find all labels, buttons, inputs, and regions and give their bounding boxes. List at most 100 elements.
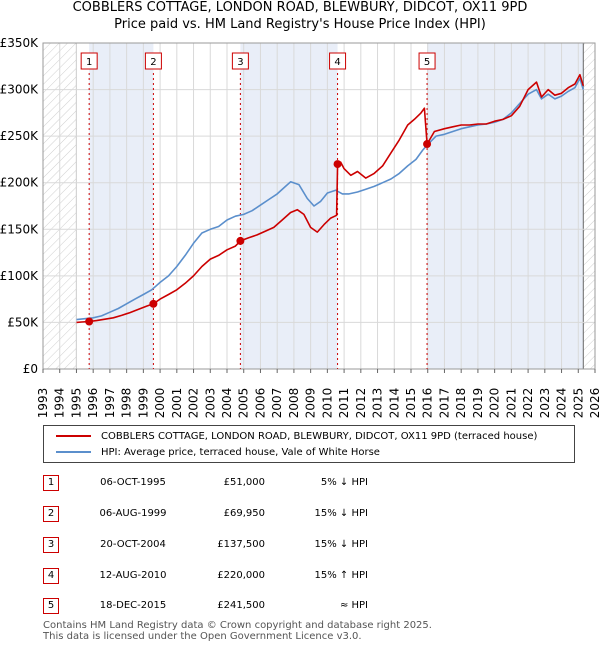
sale-point-3 xyxy=(236,236,245,245)
x-tick-label: 2024 xyxy=(555,388,569,419)
footer-licence: This data is licensed under the Open Gov… xyxy=(43,631,362,642)
x-tick-label: 2016 xyxy=(421,388,435,419)
x-tick-label: 2012 xyxy=(354,388,368,419)
x-tick-label: 2002 xyxy=(187,388,201,419)
y-tick-label: £350K xyxy=(0,36,39,50)
sale-point-1 xyxy=(85,317,94,326)
sale-label-box-3 xyxy=(231,52,249,70)
chart-title: COBBLERS COTTAGE, LONDON ROAD, BLEWBURY,… xyxy=(72,0,528,15)
x-tick-label: 2011 xyxy=(337,388,351,419)
x-tick-label: 1993 xyxy=(36,388,50,419)
legend-swatch-hpi xyxy=(56,451,91,453)
sale-label-box-5 xyxy=(418,52,436,70)
x-tick-label: 2014 xyxy=(387,388,401,419)
hpi-line xyxy=(76,77,585,321)
y-tick-label: £100K xyxy=(0,269,39,283)
table-row: 1 06-OCT-1995 £51,000 5% ↓ HPI xyxy=(43,473,573,493)
sale-number-badge: 5 xyxy=(43,598,59,614)
sale-number-labels: 1 2 3 4 5 xyxy=(80,52,436,70)
sale-label-box-2 xyxy=(144,52,162,70)
y-tick-label: £150K xyxy=(0,222,39,236)
sale-label-box-1 xyxy=(80,52,98,70)
plot-frame xyxy=(42,42,596,370)
x-tick-label: 1996 xyxy=(86,388,100,419)
sale-label-1: 1 xyxy=(86,57,92,68)
y-tick-label: £250K xyxy=(0,129,39,143)
sale-points xyxy=(85,140,432,326)
x-tick-label: 2001 xyxy=(170,388,184,419)
sale-hpi-relation: 15% ↑ HPI xyxy=(314,570,368,581)
sale-number-badge: 1 xyxy=(43,475,59,491)
sale-label-5: 5 xyxy=(424,57,430,68)
sale-hpi-relation: 15% ↓ HPI xyxy=(314,539,368,550)
sale-price: £69,950 xyxy=(223,508,265,519)
x-tick-label: 2020 xyxy=(488,388,502,419)
x-tick-label: 2004 xyxy=(220,388,234,419)
y-axis: £0 £50K £100K £150K £200K £250K £300K £350K xyxy=(0,36,39,376)
x-tick-label: 2022 xyxy=(521,388,535,419)
x-tick-label: 2025 xyxy=(571,388,585,419)
x-tick-label: 2006 xyxy=(253,388,267,419)
x-tick-label: 2003 xyxy=(203,388,217,419)
sale-point-2 xyxy=(149,299,158,308)
y-tick-label: £300K xyxy=(0,83,39,97)
price-chart: £0 £50K £100K £150K £200K £250K £300K £350K 199… xyxy=(0,36,600,418)
sale-label-4: 4 xyxy=(334,57,340,68)
sale-hpi-relation: 15% ↓ HPI xyxy=(314,508,368,519)
table-row: 3 20-OCT-2004 £137,500 15% ↓ HPI xyxy=(43,535,573,555)
x-tick-label: 2008 xyxy=(287,388,301,419)
x-tick-label: 2018 xyxy=(454,388,468,419)
x-tick-label: 1995 xyxy=(69,388,83,419)
x-tick-label: 1997 xyxy=(103,388,117,419)
x-tick-label: 2026 xyxy=(588,388,600,419)
sale-hpi-relation: 5% ↓ HPI xyxy=(320,477,368,488)
sale-label-2: 2 xyxy=(150,57,156,68)
legend-label-hpi: HPI: Average price, terraced house, Vale… xyxy=(101,446,380,458)
legend-item-hpi: HPI: Average price, terraced house, Vale… xyxy=(56,444,380,460)
sale-date: 06-OCT-1995 xyxy=(100,477,166,488)
sale-number-badge: 4 xyxy=(43,568,59,584)
sale-number-badge: 3 xyxy=(43,537,59,553)
x-tick-label: 2005 xyxy=(237,388,251,419)
chart-subtitle: Price paid vs. HM Land Registry's House … xyxy=(114,17,486,32)
table-row: 4 12-AUG-2010 £220,000 15% ↑ HPI xyxy=(43,566,573,586)
legend-label-property: COBBLERS COTTAGE, LONDON ROAD, BLEWBURY,… xyxy=(101,430,538,442)
x-tick-label: 2023 xyxy=(538,388,552,419)
x-tick-label: 2000 xyxy=(153,388,167,419)
sale-point-4 xyxy=(333,160,342,169)
sale-number-badge: 2 xyxy=(43,506,59,522)
sale-date: 20-OCT-2004 xyxy=(100,539,166,550)
sale-label-3: 3 xyxy=(237,57,243,68)
sale-hpi-relation: ≈ HPI xyxy=(339,600,368,611)
sale-point-5 xyxy=(423,140,432,149)
sale-label-box-4 xyxy=(329,52,347,70)
x-tick-label: 2013 xyxy=(371,388,385,419)
sale-price: £241,500 xyxy=(217,600,265,611)
x-tick-label: 2019 xyxy=(471,388,485,419)
sale-date: 18-DEC-2015 xyxy=(99,600,167,611)
sale-price: £137,500 xyxy=(217,539,265,550)
x-tick-label: 2009 xyxy=(304,388,318,419)
table-row: 2 06-AUG-1999 £69,950 15% ↓ HPI xyxy=(43,504,573,524)
legend: COBBLERS COTTAGE, LONDON ROAD, BLEWBURY,… xyxy=(43,425,575,463)
x-tick-label: 2015 xyxy=(404,388,418,419)
x-tick-label: 1998 xyxy=(120,388,134,419)
hatched-area-right xyxy=(583,43,595,369)
chart-shading xyxy=(43,43,595,369)
y-tick-label: £200K xyxy=(0,176,39,190)
x-tick-label: 2010 xyxy=(320,388,334,419)
x-tick-label: 1999 xyxy=(136,388,150,419)
sale-date: 12-AUG-2010 xyxy=(99,570,167,581)
table-row: 5 18-DEC-2015 £241,500 ≈ HPI xyxy=(43,596,573,616)
x-tick-label: 2017 xyxy=(437,388,451,419)
chart-gridlines xyxy=(42,42,596,370)
x-tick-label: 1994 xyxy=(53,388,67,419)
sale-date: 06-AUG-1999 xyxy=(99,508,167,519)
sale-price: £220,000 xyxy=(217,570,265,581)
legend-swatch-property xyxy=(56,435,91,437)
shaded-period-3 xyxy=(427,43,584,369)
y-tick-label: £0 xyxy=(23,362,38,376)
shaded-period-2 xyxy=(240,43,338,369)
legend-item-property: COBBLERS COTTAGE, LONDON ROAD, BLEWBURY,… xyxy=(56,428,537,444)
x-axis: 1993 1994 1995 1996 1997 1998 1999 2000 2001 2002… xyxy=(36,369,600,418)
